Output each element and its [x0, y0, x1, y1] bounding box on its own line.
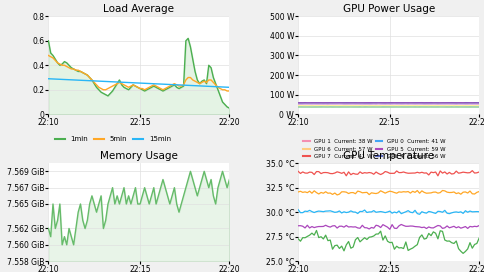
Legend: GPU 1  Current: 38 W, GPU 6  Current: 57 W, GPU 7  Current: 41 W, GPU 0  Current: GPU 1 Current: 38 W, GPU 6 Current: 57 W…: [301, 137, 448, 162]
Title: Load Average: Load Average: [104, 4, 174, 14]
Title: Memory Usage: Memory Usage: [100, 151, 178, 161]
Title: GPU Temperature: GPU Temperature: [343, 151, 434, 161]
Legend: 1min, 5min, 15min: 1min, 5min, 15min: [52, 134, 174, 145]
Title: GPU Power Usage: GPU Power Usage: [343, 4, 435, 14]
